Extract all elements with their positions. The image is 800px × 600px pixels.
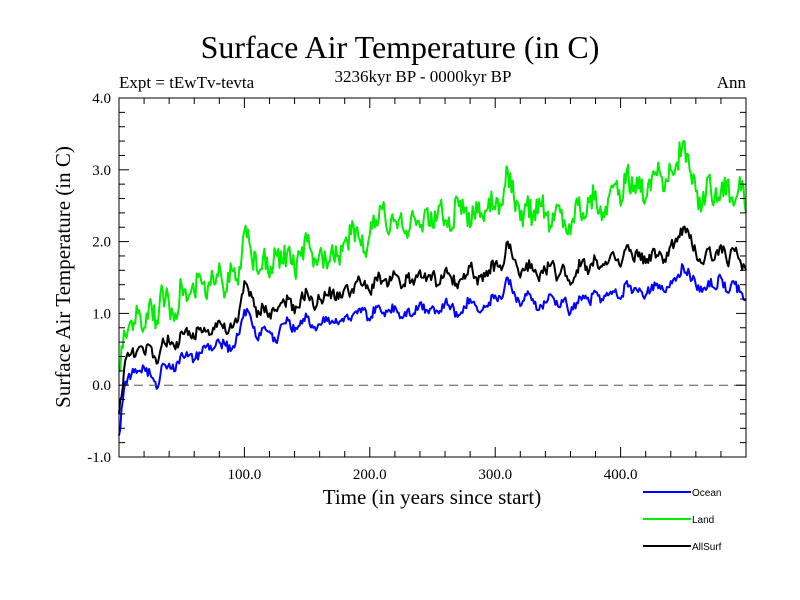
- legend-label: Ocean: [692, 488, 721, 499]
- series-line-ocean: [118, 263, 747, 436]
- legend-item-land: Land: [643, 515, 714, 526]
- plot-frame: [118, 97, 747, 458]
- y-tick-label: 1.0: [92, 306, 111, 322]
- series-line-land: [118, 140, 747, 373]
- x-tick-label: 200.0: [353, 467, 387, 483]
- legend-item-allsurf: AllSurf: [643, 542, 722, 553]
- x-tick-label: 400.0: [604, 467, 638, 483]
- season-annotation: Ann: [717, 73, 747, 92]
- series-layer: [118, 140, 747, 436]
- x-tick-labels: 100.0 200.0 300.0 400.0: [228, 467, 638, 483]
- series-line-allsurf: [118, 225, 747, 414]
- x-tick-label: 300.0: [478, 467, 512, 483]
- legend-label: Land: [692, 515, 714, 526]
- chart-title: Surface Air Temperature (in C): [201, 29, 600, 65]
- legend-label: AllSurf: [692, 542, 722, 553]
- x-tick-label: 100.0: [228, 467, 262, 483]
- y-axis-label: Surface Air Temperature (in C): [51, 146, 75, 408]
- y-tick-label: 4.0: [92, 91, 111, 107]
- y-tick-label: -1.0: [87, 450, 111, 466]
- chart-subtitle: 3236kyr BP - 0000kyr BP: [335, 67, 512, 86]
- experiment-annotation: Expt = tEwTv-tevta: [119, 73, 255, 92]
- x-axis-label: Time (in years since start): [323, 485, 542, 509]
- y-tick-label: 3.0: [92, 163, 111, 179]
- legend: Ocean Land AllSurf: [643, 488, 722, 553]
- ticks-layer: [119, 98, 746, 457]
- y-tick-label: 0.0: [92, 378, 111, 394]
- y-tick-label: 2.0: [92, 235, 111, 251]
- y-tick-labels: -1.0 0.0 1.0 2.0 3.0 4.0: [87, 91, 111, 466]
- legend-item-ocean: Ocean: [643, 488, 721, 499]
